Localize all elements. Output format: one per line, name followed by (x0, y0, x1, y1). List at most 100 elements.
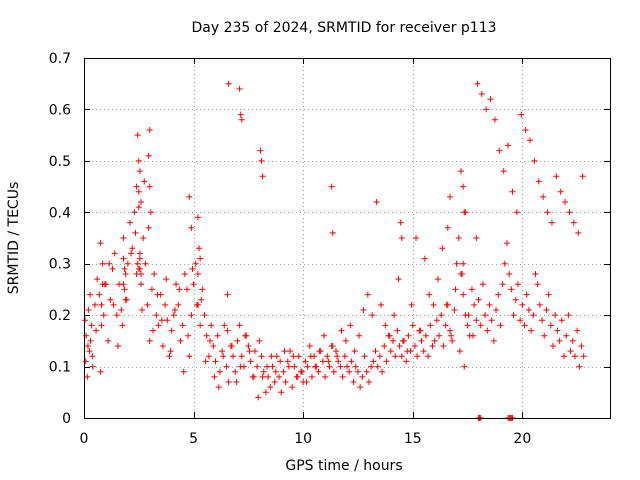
data-point (558, 317, 565, 324)
data-point (451, 307, 458, 313)
data-point (269, 363, 276, 370)
data-point (121, 286, 128, 293)
data-point (527, 137, 534, 144)
data-point (324, 353, 331, 360)
data-point (120, 255, 127, 262)
data-point (566, 209, 573, 216)
data-point (570, 219, 577, 226)
data-point (490, 337, 497, 344)
data-point (398, 353, 405, 360)
data-point (188, 312, 195, 319)
data-point (512, 296, 519, 303)
data-point (82, 358, 89, 365)
data-point (464, 322, 471, 329)
data-point (85, 307, 92, 313)
data-point (496, 147, 503, 154)
data-point (91, 301, 98, 308)
data-point (258, 157, 265, 164)
data-point (193, 301, 200, 308)
data-point (506, 271, 513, 277)
data-point (86, 348, 93, 355)
data-point (449, 337, 456, 344)
data-point (122, 296, 129, 303)
data-point (360, 307, 367, 313)
data-point (302, 358, 309, 365)
data-point (536, 301, 543, 308)
data-point (177, 337, 184, 344)
data-point (510, 312, 517, 319)
data-point (211, 373, 218, 380)
data-point (134, 132, 141, 139)
x-tick-label: 20 (513, 431, 531, 447)
data-point (136, 250, 143, 257)
data-point (121, 265, 128, 272)
data-point (422, 332, 429, 339)
data-point (580, 353, 587, 360)
data-point (417, 327, 424, 334)
data-point (560, 353, 567, 360)
y-tick-label: 0.5 (49, 154, 71, 170)
data-point (325, 358, 332, 365)
data-point (382, 322, 389, 329)
data-point (196, 245, 203, 252)
data-point (547, 322, 554, 329)
data-point (333, 348, 340, 355)
data-point (164, 317, 171, 324)
y-tick-labels: 0 0.1 0.2 0.3 0.4 0.5 0.6 0.7 (49, 51, 71, 427)
data-point (251, 348, 258, 355)
data-point (113, 312, 120, 319)
data-point (420, 348, 427, 355)
data-point (254, 363, 261, 370)
data-point (460, 260, 467, 267)
data-point (109, 265, 116, 272)
data-point (107, 296, 114, 303)
data-point (285, 363, 292, 370)
data-point (142, 260, 149, 267)
data-point (319, 358, 326, 365)
y-tick-label: 0.1 (49, 360, 71, 376)
data-point (556, 337, 563, 344)
data-point (110, 301, 117, 308)
data-point (139, 307, 146, 313)
plot-frame (84, 58, 611, 419)
data-point (186, 353, 193, 360)
data-point (487, 96, 494, 103)
data-point (444, 224, 451, 231)
chart-title: Day 235 of 2024, SRMTID for receiver p11… (191, 20, 496, 36)
data-point (569, 337, 576, 344)
data-point (219, 348, 226, 355)
data-point (129, 245, 136, 252)
data-point (173, 281, 180, 288)
data-point (456, 348, 463, 355)
data-point (409, 322, 416, 329)
data-point (166, 353, 173, 360)
data-point (376, 353, 383, 360)
data-point (509, 188, 516, 195)
data-point (167, 348, 174, 355)
data-point (497, 322, 504, 329)
data-point (535, 178, 542, 185)
data-point (194, 271, 201, 277)
data-point (513, 209, 520, 216)
data-point (150, 327, 157, 334)
data-point (232, 368, 239, 375)
data-point (369, 312, 376, 319)
data-point (203, 332, 210, 339)
data-point (153, 312, 160, 319)
data-point (440, 343, 447, 349)
data-point (171, 307, 178, 313)
data-point (94, 276, 101, 283)
data-point (488, 317, 495, 324)
data-point (391, 312, 398, 319)
data-point (308, 373, 315, 380)
data-point (276, 373, 283, 380)
data-point (134, 260, 141, 267)
axis-ticks (84, 58, 610, 419)
data-point (495, 291, 502, 298)
data-point (329, 229, 336, 236)
data-point (403, 358, 410, 365)
data-point (381, 343, 388, 349)
data-point (131, 209, 138, 216)
data-point (257, 147, 264, 154)
data-point (442, 322, 449, 329)
